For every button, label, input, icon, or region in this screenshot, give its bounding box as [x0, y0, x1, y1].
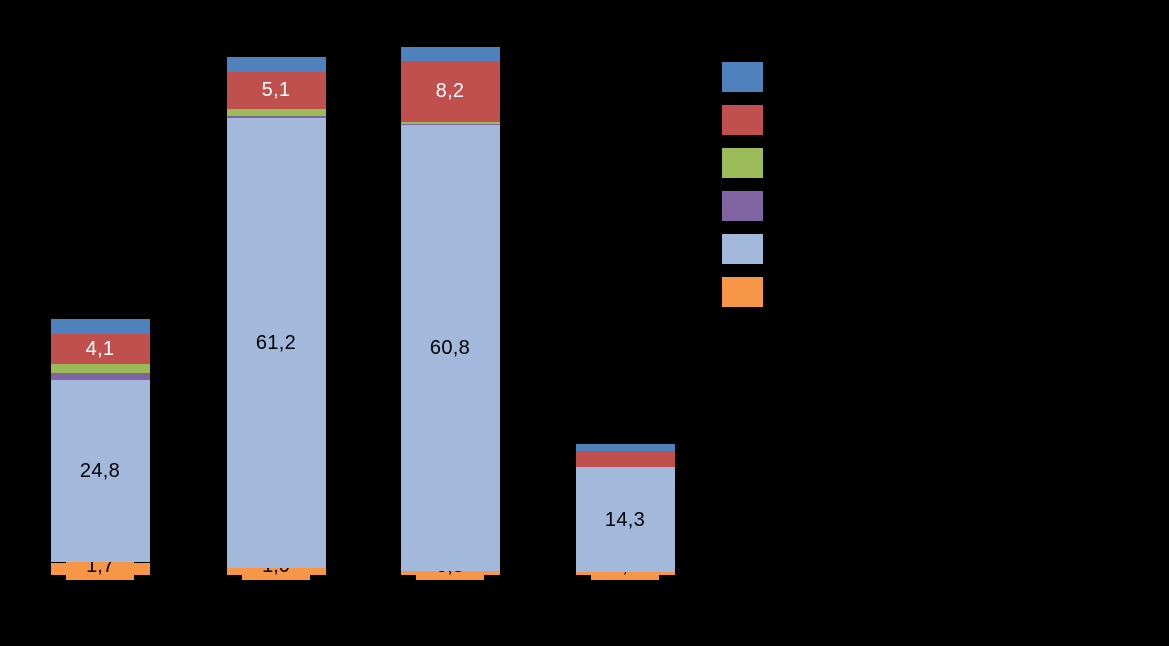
bar-segment-green: [50, 364, 150, 373]
bar-segment-blue: [575, 444, 675, 451]
legend-item: [722, 234, 763, 264]
bar-segment-blue: [226, 56, 326, 72]
bar-segment-green: [226, 109, 326, 117]
data-label: 5,1: [261, 79, 291, 102]
data-label: 14,3: [604, 508, 646, 531]
bar-segment-red: [575, 450, 675, 467]
bar-segment-lightblue: [575, 466, 675, 573]
bar-segment-lightblue: [50, 380, 150, 563]
bar-segment-purple: [400, 123, 500, 125]
data-label: 8,2: [435, 80, 465, 103]
legend-item: [722, 62, 763, 92]
legend-item: [722, 148, 763, 178]
legend-swatch-green: [722, 148, 763, 178]
legend-swatch-red: [722, 105, 763, 135]
bar-segment-red: [226, 71, 326, 109]
bar-segment-lightblue: [226, 117, 326, 568]
bar-segment-blue: [50, 319, 150, 334]
bar-segment-red: [400, 61, 500, 122]
bar-segment-red: [50, 333, 150, 365]
bar-segment-green: [400, 121, 500, 124]
chart-legend: [722, 62, 763, 320]
legend-swatch-orange: [722, 277, 763, 307]
data-label: 61,2: [255, 331, 297, 354]
legend-item: [722, 191, 763, 221]
legend-item: [722, 277, 763, 307]
data-label: 4,1: [85, 337, 115, 360]
bar-segment-purple: [226, 116, 326, 118]
bar-segment-lightblue: [400, 124, 500, 572]
legend-swatch-lightblue: [722, 234, 763, 264]
data-label: 60,8: [429, 336, 471, 359]
bar-segment-purple: [50, 372, 150, 381]
legend-swatch-blue: [722, 62, 763, 92]
legend-item: [722, 105, 763, 135]
legend-swatch-purple: [722, 191, 763, 221]
bar-segment-blue: [400, 46, 500, 62]
data-label: 24,8: [79, 460, 121, 483]
